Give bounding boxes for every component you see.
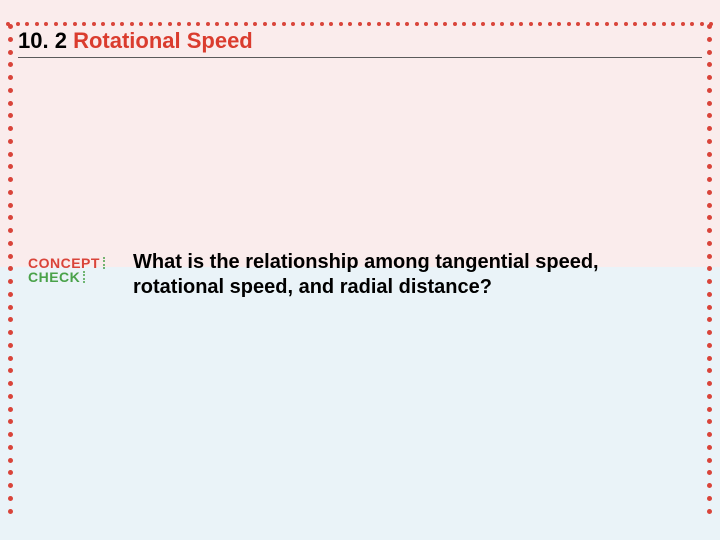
background-bottom bbox=[0, 267, 720, 540]
concept-check-dots-icon bbox=[83, 271, 85, 284]
concept-check-line2: CHECK bbox=[28, 269, 80, 285]
dotted-border-left bbox=[8, 24, 13, 514]
concept-check-dots-icon bbox=[103, 257, 105, 270]
dotted-border-right bbox=[707, 24, 712, 514]
heading-rule bbox=[18, 57, 702, 58]
slide-heading: 10. 2 Rotational Speed bbox=[18, 28, 253, 54]
concept-check-badge: CONCEPT CHECK bbox=[28, 255, 105, 285]
section-number: 10. 2 bbox=[18, 28, 67, 53]
question-text: What is the relationship among tangentia… bbox=[133, 250, 633, 300]
dotted-border-top bbox=[6, 22, 714, 26]
section-title: Rotational Speed bbox=[73, 28, 253, 53]
